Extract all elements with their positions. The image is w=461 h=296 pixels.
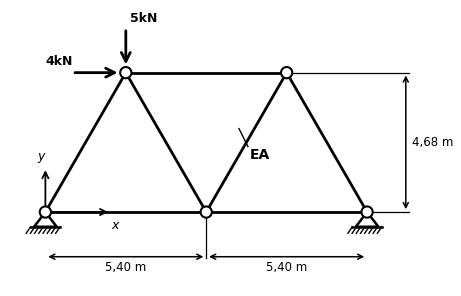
Circle shape: [283, 69, 290, 76]
Polygon shape: [356, 212, 378, 227]
Circle shape: [122, 69, 130, 76]
Circle shape: [202, 208, 210, 216]
Text: 5kN: 5kN: [130, 12, 158, 25]
Polygon shape: [34, 212, 57, 227]
Circle shape: [361, 206, 373, 218]
Circle shape: [41, 208, 49, 216]
Circle shape: [40, 206, 51, 218]
Circle shape: [363, 208, 371, 216]
Text: x: x: [112, 220, 119, 232]
Circle shape: [281, 67, 293, 79]
Circle shape: [200, 206, 212, 218]
Text: 4kN: 4kN: [45, 55, 73, 68]
Text: 5,40 m: 5,40 m: [105, 261, 147, 274]
Text: EA: EA: [249, 148, 270, 162]
Text: 5,40 m: 5,40 m: [266, 261, 307, 274]
Text: 4,68 m: 4,68 m: [412, 136, 453, 149]
Text: y: y: [37, 150, 45, 163]
Circle shape: [120, 67, 132, 79]
